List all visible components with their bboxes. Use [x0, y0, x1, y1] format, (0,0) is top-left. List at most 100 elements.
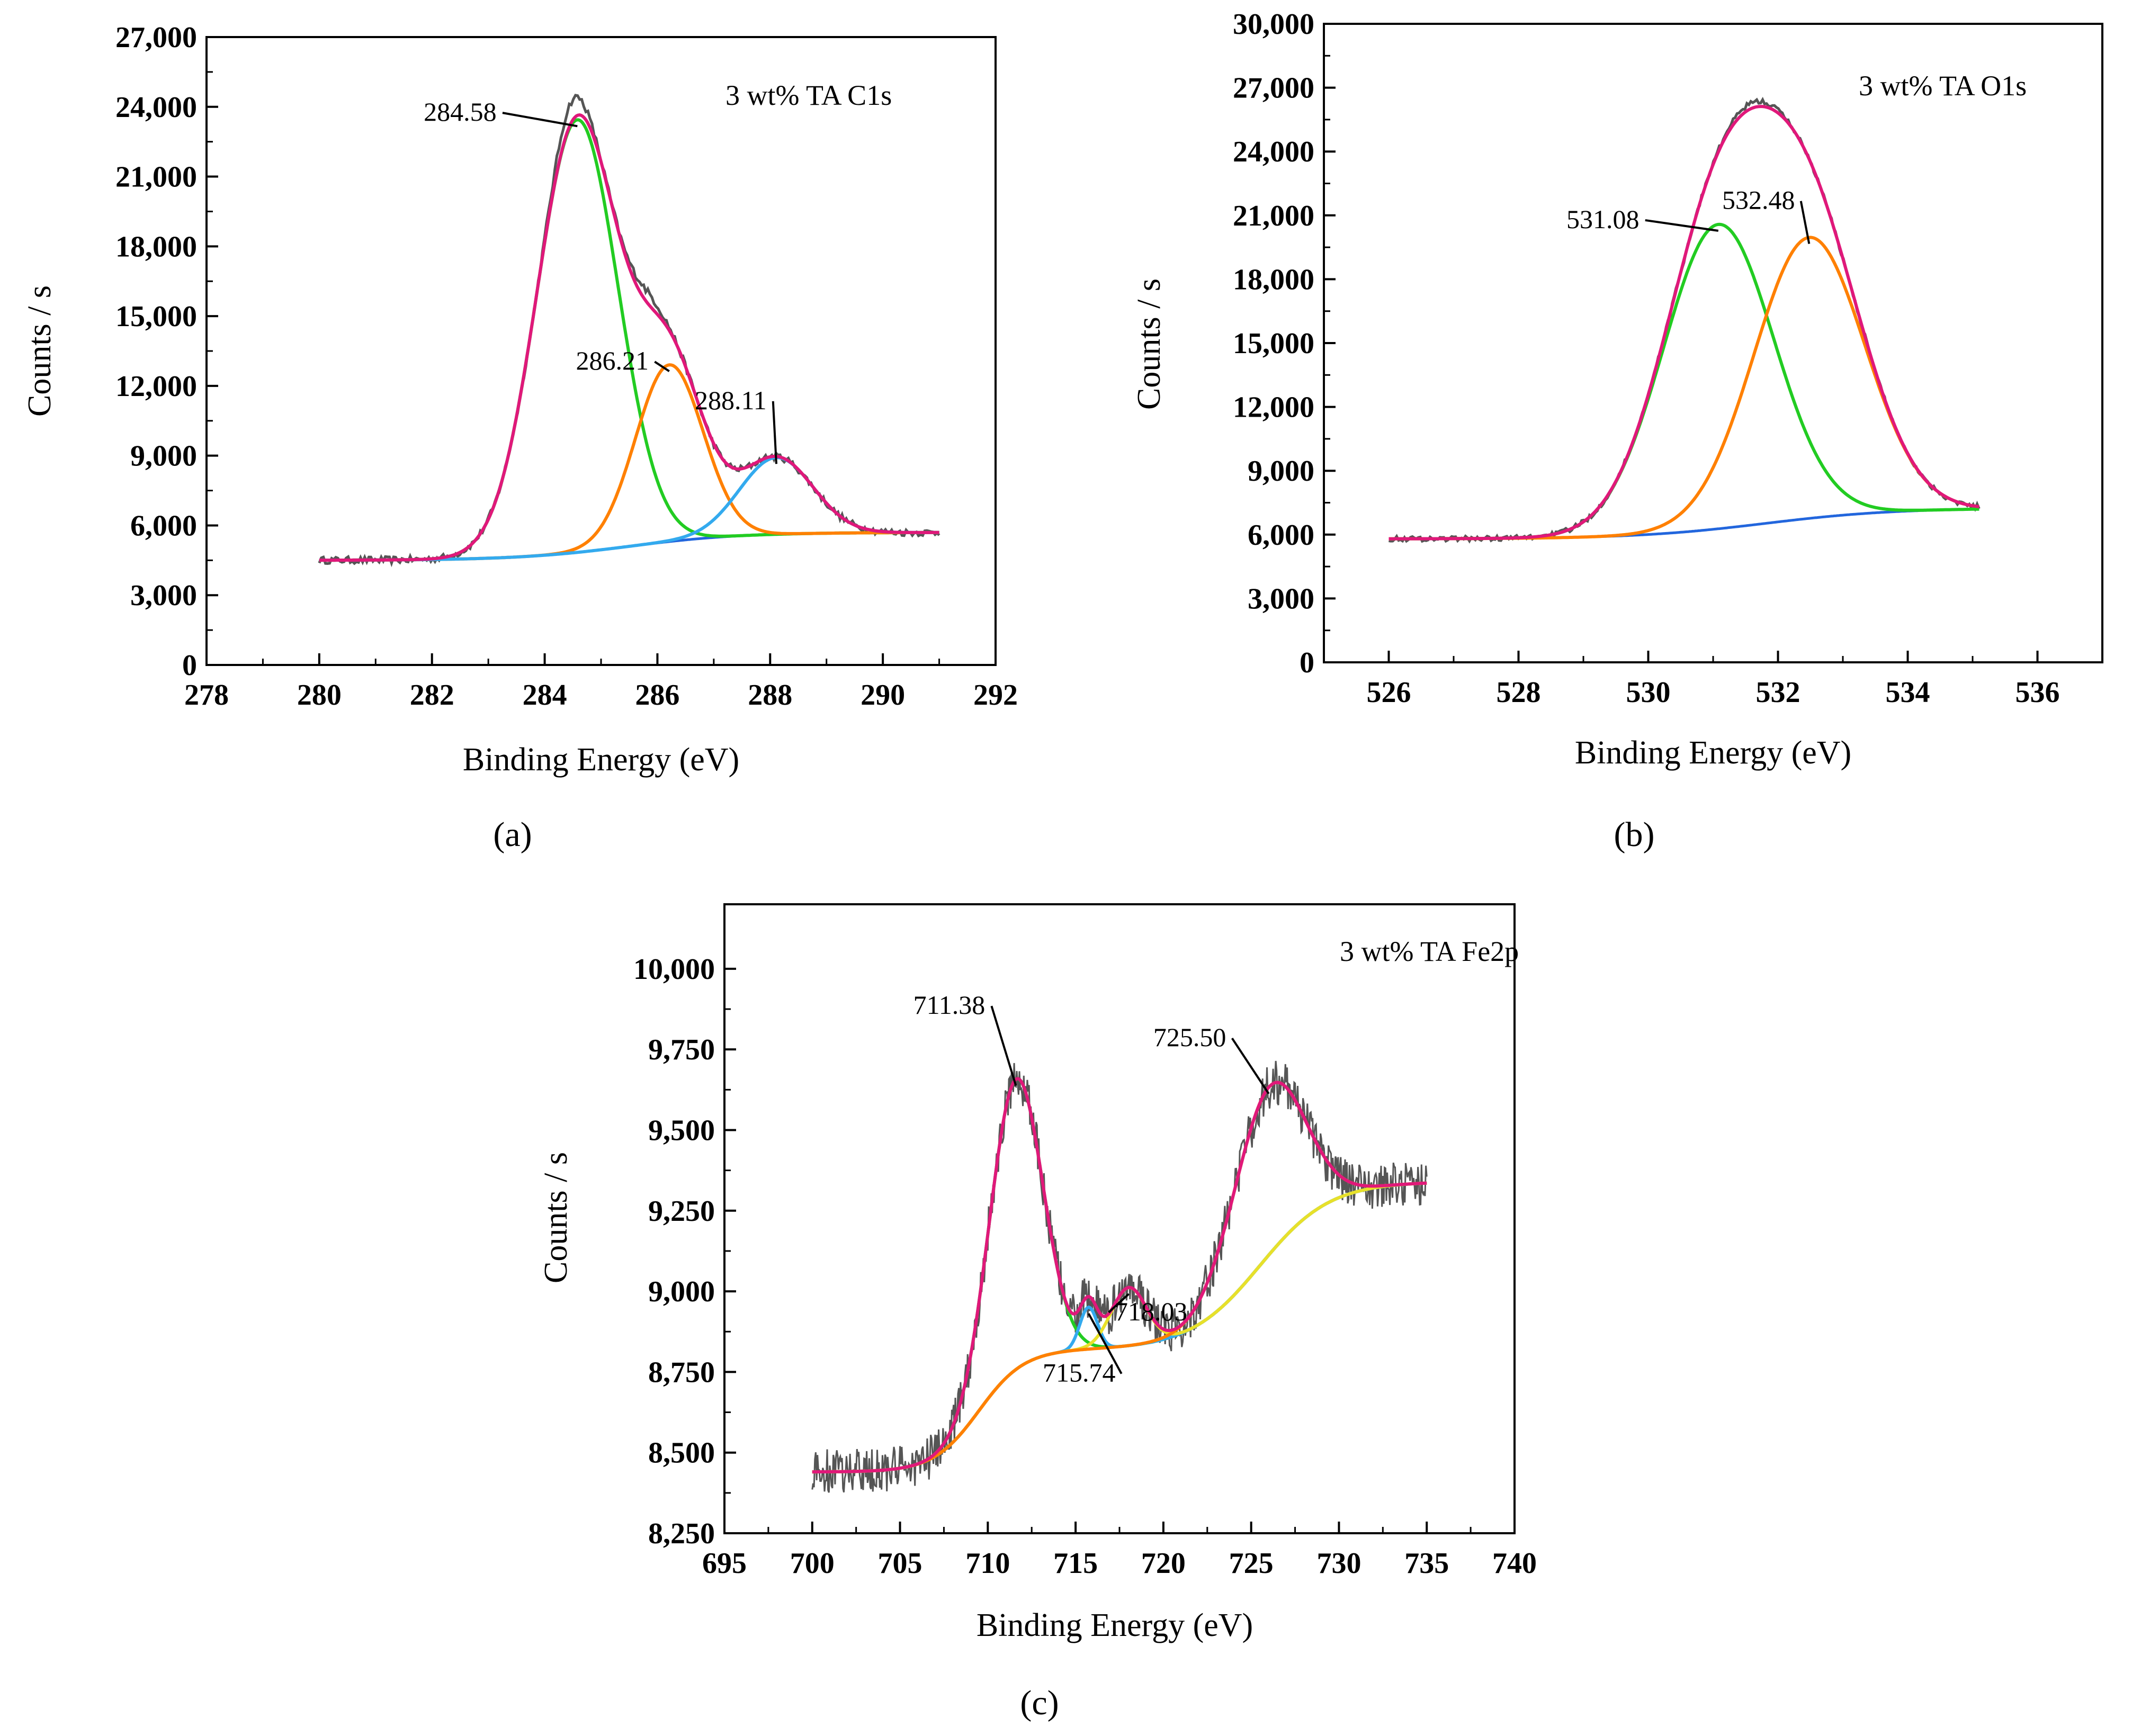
curves [811, 1060, 1428, 1493]
peak-label-leader [1231, 1037, 1270, 1094]
panel-caption: (b) [1614, 815, 1655, 854]
x-tick-label: 528 [1497, 676, 1541, 709]
y-tick-label: 0 [182, 649, 197, 682]
peak-725.50-line [812, 1081, 1427, 1474]
panel-c-fe2p-chart: 695 700 705 710 715 720 725 730 735 740 8,250 8,500… [538, 903, 1537, 1722]
y-tick-label: 18,000 [115, 230, 197, 263]
x-axis-label: Binding Energy (eV) [463, 742, 739, 778]
x-tick-label: 705 [878, 1547, 922, 1580]
x-tick-label: 530 [1626, 676, 1671, 709]
y-tick-label: 12,000 [1233, 391, 1314, 424]
plot-frame [723, 903, 1516, 1534]
peak-label-leader [502, 112, 578, 128]
x-tick-label: 695 [702, 1547, 747, 1580]
y-tick-label: 15,000 [115, 300, 197, 333]
x-tick-label: 284 [523, 679, 567, 712]
x-tick-label: 280 [297, 679, 342, 712]
y-tick-label: 6,000 [130, 509, 197, 542]
y-tick-label: 12,000 [115, 370, 197, 403]
x-tick-label: 710 [965, 1547, 1010, 1580]
peak-label: 715.74 [1043, 1358, 1116, 1388]
y-tick-label: 21,000 [115, 161, 197, 194]
peak-label: 532.48 [1722, 185, 1795, 215]
peak-label-leader [1799, 201, 1811, 244]
x-tick-label: 534 [1886, 676, 1930, 709]
x-tick-label: 700 [790, 1547, 835, 1580]
peak-label: 531.08 [1566, 204, 1640, 234]
annotations: 711.38 715.74 718.03 725.50 [913, 990, 1270, 1388]
peak-label-leader [654, 361, 670, 372]
x-tick-label: 292 [973, 679, 1018, 712]
peak-715.74-line [812, 1181, 1427, 1474]
panel-b-o1s-chart: 526 528 530 532 534 536 0 3,000 6,000 9,000 12,000… [1131, 8, 2103, 854]
peak-288.11-line [319, 456, 939, 562]
peak-label: 288.11 [695, 385, 767, 415]
annotations: 531.08 532.48 [1566, 185, 1811, 244]
y-tick-label: 6,000 [1248, 519, 1314, 552]
panel-caption: (a) [493, 815, 532, 854]
raw-spectrum-line [811, 1060, 1428, 1493]
chart-title: 3 wt% TA C1s [725, 79, 892, 111]
y-axis-label: Counts / s [538, 1152, 574, 1283]
y-tick-label: 9,250 [648, 1195, 715, 1228]
y-tick-label: 24,000 [1233, 136, 1314, 168]
raw-spectrum-line [1389, 96, 1981, 544]
x-tick-label: 288 [748, 679, 792, 712]
y-tick-label: 15,000 [1233, 327, 1314, 360]
x-tick-label: 715 [1053, 1547, 1098, 1580]
y-tick-label: 21,000 [1233, 200, 1314, 232]
plot-frame [1323, 23, 2103, 663]
curves [318, 94, 940, 568]
x-axis-label: Binding Energy (eV) [1575, 735, 1851, 771]
x-tick-label: 740 [1492, 1547, 1537, 1580]
peak-label: 718.03 [1115, 1297, 1188, 1326]
peak-label: 286.21 [576, 346, 649, 375]
ticks: 526 528 530 532 534 536 0 3,000 6,000 9,000 12,000… [1233, 8, 2060, 709]
x-tick-label: 290 [861, 679, 905, 712]
y-tick-label: 9,000 [1248, 455, 1314, 488]
y-tick-label: 9,750 [648, 1033, 715, 1066]
curves [1389, 96, 1981, 544]
background-line [1389, 508, 1979, 541]
y-tick-label: 8,250 [648, 1517, 715, 1550]
peak-718.03-line [812, 1181, 1427, 1474]
x-tick-label: 536 [2015, 676, 2060, 709]
y-tick-label: 3,000 [1248, 582, 1314, 615]
y-tick-label: 8,500 [648, 1437, 715, 1470]
y-tick-label: 9,000 [648, 1275, 715, 1308]
panel-a-c1s-chart: 278 280 282 284 286 288 290 292 0 3,000 6,000 9,000… [22, 21, 1018, 854]
ticks: 278 280 282 284 286 288 290 292 0 3,000 6,000 9,000… [115, 21, 1018, 712]
peak-label: 725.50 [1153, 1022, 1226, 1052]
x-tick-label: 532 [1756, 676, 1800, 709]
peak-label: 711.38 [913, 990, 986, 1020]
envelope-line [1389, 105, 1979, 541]
peak-531.08-line [1389, 222, 1979, 541]
peak-286.21-line [319, 363, 939, 562]
y-axis-label: Counts / s [22, 285, 58, 417]
x-tick-label: 526 [1367, 676, 1411, 709]
y-tick-label: 3,000 [130, 579, 197, 612]
x-tick-label: 286 [635, 679, 679, 712]
y-tick-label: 30,000 [1233, 8, 1314, 41]
y-tick-label: 0 [1300, 646, 1314, 679]
peak-label-leader [1645, 219, 1719, 232]
x-tick-label: 282 [410, 679, 454, 712]
x-tick-label: 730 [1316, 1547, 1361, 1580]
y-tick-label: 9,500 [648, 1114, 715, 1147]
x-tick-label: 720 [1141, 1547, 1186, 1580]
x-tick-label: 735 [1404, 1547, 1449, 1580]
peak-label-leader [772, 401, 777, 464]
peak-284.58-line [319, 118, 939, 562]
peak-label-leader [990, 1005, 1017, 1086]
x-axis-label: Binding Energy (eV) [977, 1607, 1253, 1643]
y-tick-label: 18,000 [1233, 263, 1314, 296]
peak-label: 284.58 [424, 97, 497, 127]
peak-label-leader [1108, 1293, 1130, 1314]
x-tick-label: 278 [184, 679, 229, 712]
envelope-line [319, 113, 939, 562]
y-tick-label: 9,000 [130, 440, 197, 473]
y-tick-label: 27,000 [115, 21, 197, 54]
annotations: 284.58 286.21 288.11 [424, 97, 777, 464]
ticks: 695 700 705 710 715 720 725 730 735 740 8,250 8,500… [633, 953, 1537, 1580]
